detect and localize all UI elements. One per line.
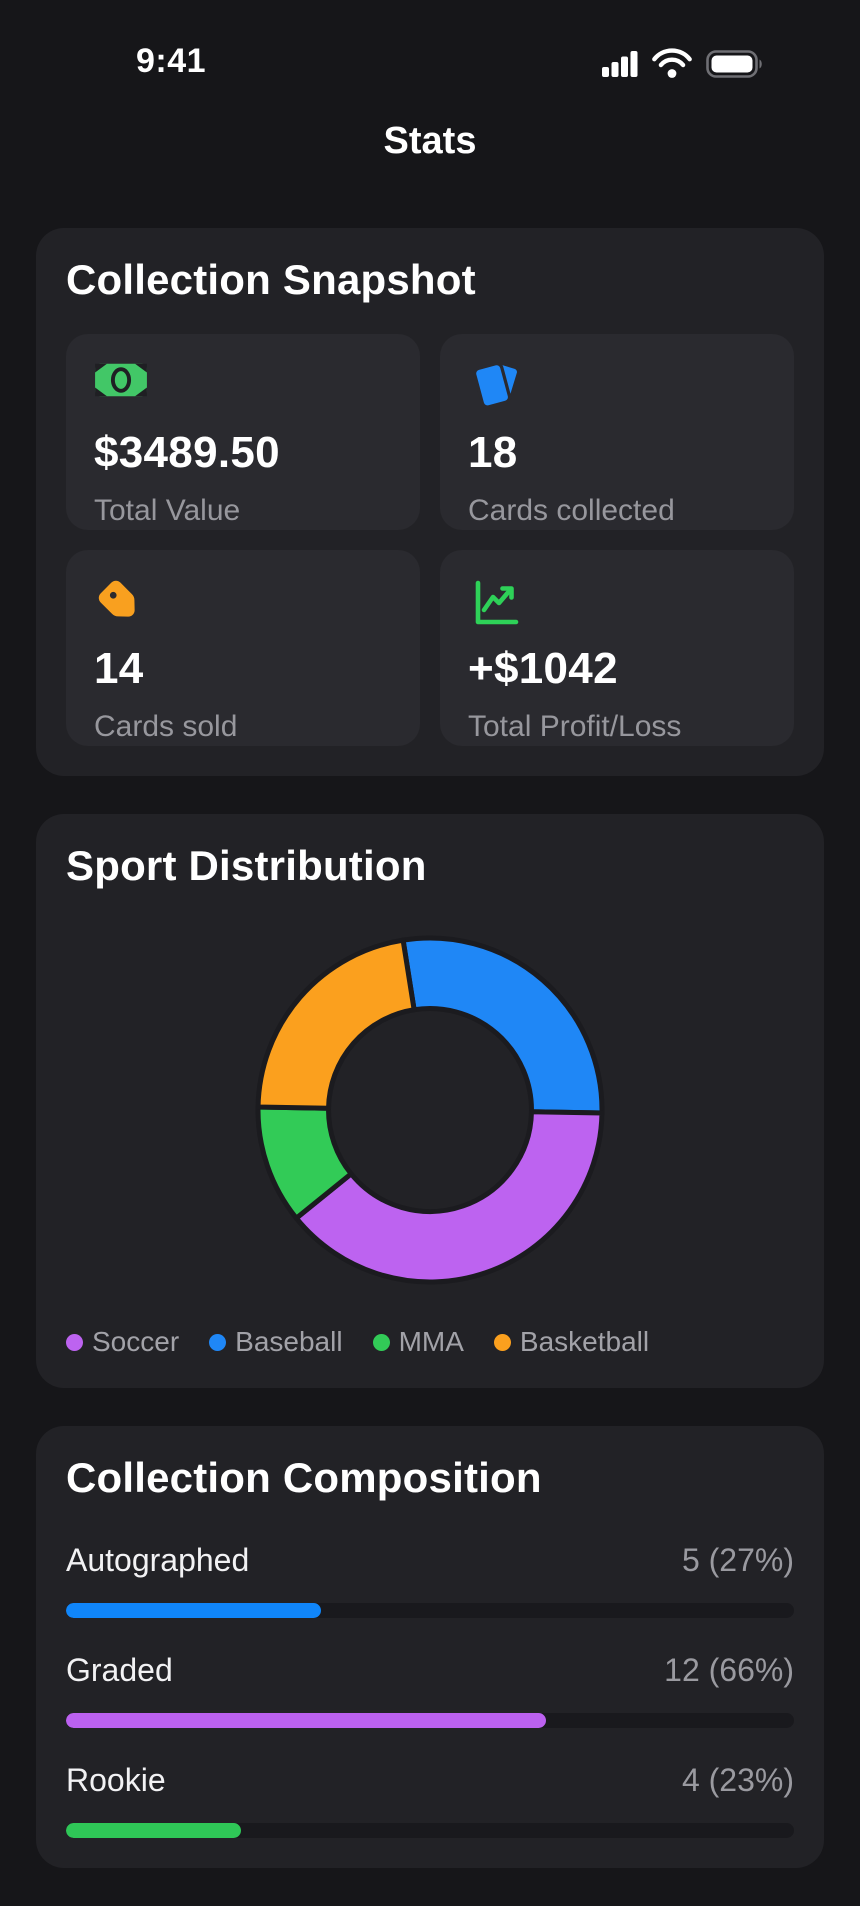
composition-row-autographed: Autographed 5 (27%) [66, 1542, 794, 1618]
cards-collected-value: 18 [468, 428, 518, 477]
total-value-label: Total Value [94, 494, 241, 527]
wifi-icon [652, 48, 692, 78]
cards-collected-label: Cards collected [468, 494, 675, 527]
rookie-progress-fill [66, 1823, 241, 1838]
composition-row-graded: Graded 12 (66%) [66, 1652, 794, 1728]
legend-item-baseball: Baseball [209, 1326, 343, 1358]
legend-label-soccer: Soccer [92, 1326, 180, 1357]
sport-distribution-title: Sport Distribution [66, 842, 427, 889]
legend-item-mma: MMA [372, 1326, 464, 1358]
graded-progress-track [66, 1713, 794, 1728]
status-icons [602, 48, 764, 79]
stat-tile-cards-sold: 14 Cards sold [66, 550, 420, 746]
composition-row-rookie: Rookie 4 (23%) [66, 1762, 794, 1838]
autographed-progress-track [66, 1603, 794, 1618]
graded-label: Graded [66, 1652, 173, 1688]
collection-composition-card: Collection Composition Autographed 5 (27… [36, 1426, 824, 1868]
price-tag-icon [94, 576, 392, 634]
trend-up-chart-icon [468, 576, 766, 634]
legend-label-baseball: Baseball [235, 1326, 343, 1357]
snapshot-tile-grid: $3489.50 Total Value [66, 334, 794, 746]
battery-icon [706, 49, 762, 78]
legend-item-soccer: Soccer [66, 1326, 179, 1358]
composition-title: Collection Composition [66, 1454, 542, 1501]
donut-segment-basketball [255, 937, 417, 1111]
profit-loss-value: +$1042 [468, 644, 618, 693]
donut-segment-soccer [293, 1109, 605, 1285]
baseball-dot-icon [209, 1333, 227, 1351]
stat-tile-profit-loss: +$1042 Total Profit/Loss [440, 550, 794, 746]
sport-distribution-card: Sport Distribution Soccer Baseball MMA [36, 814, 824, 1388]
mma-dot-icon [372, 1333, 390, 1351]
status-time: 9:41 [136, 42, 207, 80]
page-title: Stats [383, 120, 477, 162]
cellular-signal-icon [602, 50, 638, 77]
autographed-progress-fill [66, 1603, 321, 1618]
content: Collection Snapshot $3489.50 [36, 228, 824, 1906]
sport-legend: Soccer Baseball MMA Basketball [66, 1326, 794, 1358]
stat-tile-total-value: $3489.50 Total Value [66, 334, 420, 530]
rookie-label: Rookie [66, 1762, 166, 1798]
graded-value: 12 (66%) [664, 1652, 794, 1688]
snapshot-title: Collection Snapshot [66, 256, 476, 303]
trading-cards-icon [468, 360, 766, 418]
cards-sold-value: 14 [94, 644, 144, 693]
profit-loss-label: Total Profit/Loss [468, 710, 682, 743]
autographed-label: Autographed [66, 1542, 250, 1578]
soccer-dot-icon [66, 1333, 83, 1351]
rookie-progress-track [66, 1823, 794, 1838]
basketball-dot-icon [493, 1333, 511, 1351]
cards-sold-label: Cards sold [94, 710, 238, 743]
collection-snapshot-card: Collection Snapshot $3489.50 [36, 228, 824, 776]
donut-segment-baseball [400, 935, 605, 1116]
graded-progress-fill [66, 1713, 547, 1728]
legend-label-mma: MMA [398, 1326, 464, 1357]
stats-screen: 9:41 Stats Collection Snapsh [36, 42, 824, 1868]
stat-tile-cards-collected: 18 Cards collected [440, 334, 794, 530]
rookie-value: 4 (23%) [681, 1762, 794, 1798]
legend-label-basketball: Basketball [519, 1326, 650, 1357]
autographed-value: 5 (27%) [681, 1542, 794, 1578]
legend-item-basketball: Basketball [493, 1326, 650, 1358]
total-value: $3489.50 [94, 428, 280, 477]
sport-donut-chart [66, 920, 794, 1300]
banknote-icon [94, 360, 392, 418]
